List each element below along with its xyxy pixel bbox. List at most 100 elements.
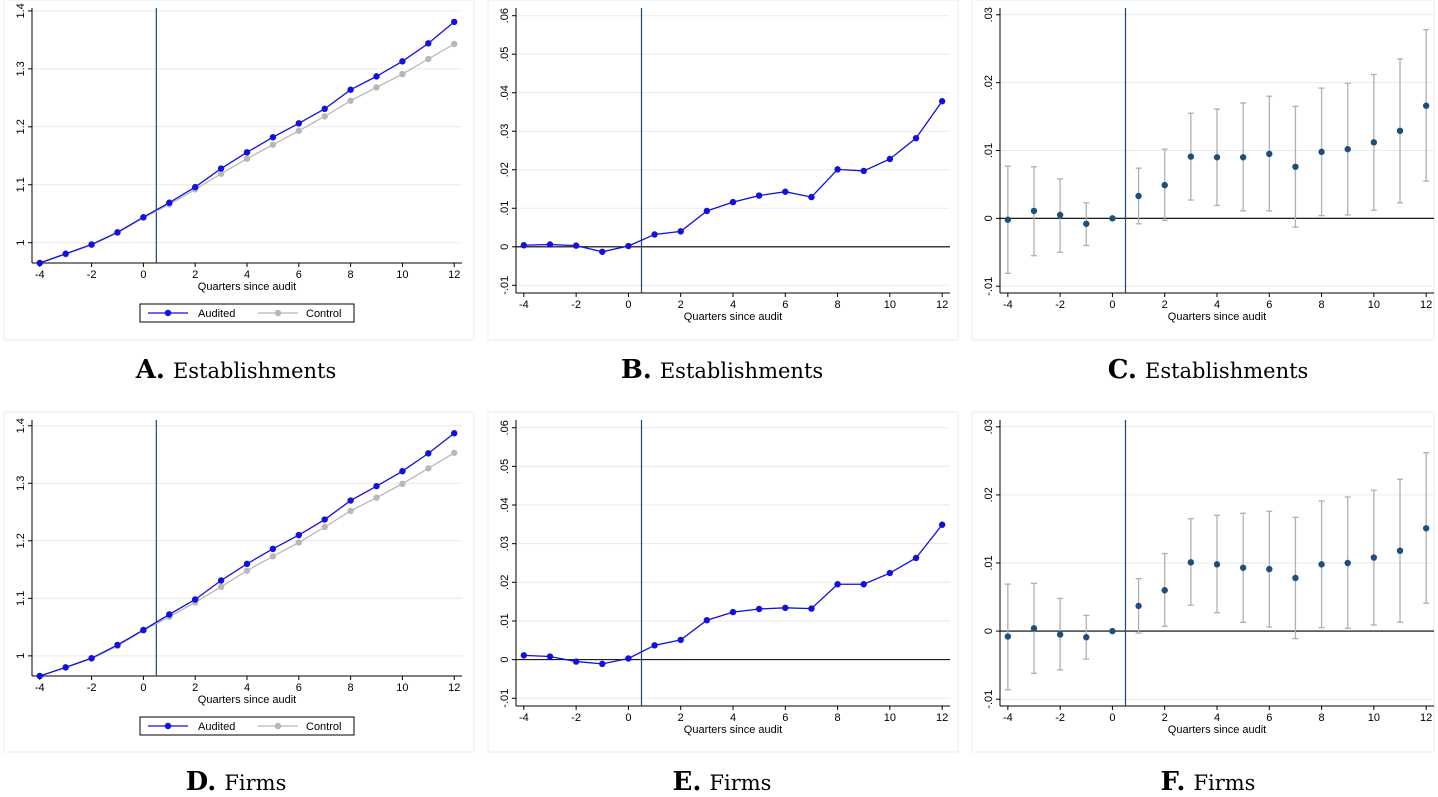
series-line-audited xyxy=(39,432,455,677)
legend-label-audited: Audited xyxy=(198,308,235,320)
x-tick-label: 12 xyxy=(936,299,948,311)
x-tick-label: 10 xyxy=(396,682,408,694)
data-point-estimate xyxy=(782,604,789,612)
data-point-control xyxy=(269,141,277,148)
coefficient-point xyxy=(1318,561,1325,568)
coefficient-point xyxy=(1422,102,1430,109)
y-tick-label: .02 xyxy=(983,75,995,90)
x-tick-label: 6 xyxy=(1266,712,1272,724)
data-point-estimate xyxy=(651,642,658,649)
panel-caption: F. Firms xyxy=(1161,767,1256,797)
data-point-estimate xyxy=(938,521,946,528)
data-point-estimate xyxy=(729,198,737,206)
data-point-audited xyxy=(140,214,147,221)
data-point-audited xyxy=(191,596,199,603)
x-tick-label: 12 xyxy=(936,712,948,724)
data-point-control xyxy=(295,127,303,135)
legend-marker-control xyxy=(274,309,282,317)
caption-text: Firms xyxy=(1193,771,1255,795)
data-point-audited xyxy=(36,672,43,680)
data-point-audited xyxy=(295,531,303,539)
panel-frame xyxy=(3,411,475,753)
coefficient-point xyxy=(1370,139,1378,146)
data-point-estimate xyxy=(625,242,632,250)
x-tick-label: -4 xyxy=(1003,712,1013,724)
x-tick-label: 6 xyxy=(296,269,302,281)
data-point-audited xyxy=(62,664,69,671)
coefficient-point xyxy=(1135,192,1142,200)
data-point-control xyxy=(295,539,303,546)
panel-caption: C. Establishments xyxy=(1108,355,1309,385)
data-point-audited xyxy=(114,229,121,236)
x-tick-label: -4 xyxy=(519,299,529,311)
coefficient-point xyxy=(1370,554,1378,561)
y-tick-label: .01 xyxy=(499,201,511,216)
data-point-control xyxy=(451,449,458,456)
data-point-audited xyxy=(373,73,380,80)
data-point-audited xyxy=(88,241,95,248)
panel-caption: A. Establishments xyxy=(135,355,337,385)
coefficient-point xyxy=(1344,145,1351,153)
coefficient-point xyxy=(1056,631,1064,638)
data-point-audited xyxy=(347,497,354,504)
x-tick-label: 2 xyxy=(192,682,198,694)
series-line-estimate xyxy=(523,100,943,253)
x-tick-label: 0 xyxy=(140,682,146,694)
data-point-estimate xyxy=(912,554,920,562)
data-point-estimate xyxy=(546,653,554,660)
y-tick-label: .02 xyxy=(983,487,995,502)
legend-marker-control xyxy=(274,722,282,730)
y-tick-label: 1 xyxy=(15,240,27,246)
data-point-control xyxy=(321,113,328,120)
coefficient-point xyxy=(1396,127,1404,135)
caption-text: Establishments xyxy=(173,359,336,383)
data-point-control xyxy=(269,553,277,560)
x-tick-label: -4 xyxy=(35,269,45,281)
data-point-estimate xyxy=(599,248,606,255)
x-tick-label: 8 xyxy=(835,712,841,724)
legend: Audited Control xyxy=(139,303,355,323)
legend-label-control: Control xyxy=(306,308,341,320)
y-tick-label: -.01 xyxy=(499,689,511,708)
data-point-control xyxy=(399,480,406,488)
data-point-audited xyxy=(399,468,406,475)
data-point-audited xyxy=(347,86,354,93)
coefficient-point xyxy=(1187,153,1195,160)
data-point-estimate xyxy=(677,636,684,644)
data-point-audited xyxy=(88,654,95,662)
series-line-audited xyxy=(39,21,455,264)
data-point-audited xyxy=(399,58,406,65)
data-point-control xyxy=(217,170,225,177)
x-axis-title: Quarters since audit xyxy=(198,694,296,706)
y-tick-label: 1.2 xyxy=(15,533,27,548)
caption-letter: D. xyxy=(186,767,217,797)
x-tick-label: 6 xyxy=(296,682,302,694)
coefficient-point xyxy=(1344,559,1351,567)
data-point-estimate xyxy=(729,608,737,616)
data-point-estimate xyxy=(755,192,763,199)
y-tick-label: 1.2 xyxy=(15,119,27,134)
data-point-estimate xyxy=(572,658,580,665)
coefficient-point xyxy=(1266,150,1273,158)
caption-text: Establishments xyxy=(1145,359,1308,383)
x-tick-label: 6 xyxy=(782,299,788,311)
y-tick-label: 1.3 xyxy=(15,61,27,76)
coefficient-point xyxy=(1318,148,1325,156)
data-point-estimate xyxy=(520,652,528,659)
data-point-audited xyxy=(243,560,251,568)
caption-text: Firms xyxy=(224,771,286,795)
panel-caption: E. Firms xyxy=(673,767,772,797)
data-point-estimate xyxy=(703,207,711,215)
data-point-audited xyxy=(269,134,277,141)
series-line-estimate xyxy=(523,524,943,665)
x-tick-label: 2 xyxy=(1162,712,1168,724)
data-point-audited xyxy=(243,149,251,156)
x-tick-label: 12 xyxy=(448,269,460,281)
data-point-audited xyxy=(114,641,121,649)
y-tick-label: 0 xyxy=(983,215,995,221)
data-point-control xyxy=(425,465,432,472)
panel-caption: B. Establishments xyxy=(621,355,823,385)
data-point-estimate xyxy=(938,98,946,105)
coefficient-point xyxy=(1161,587,1168,594)
